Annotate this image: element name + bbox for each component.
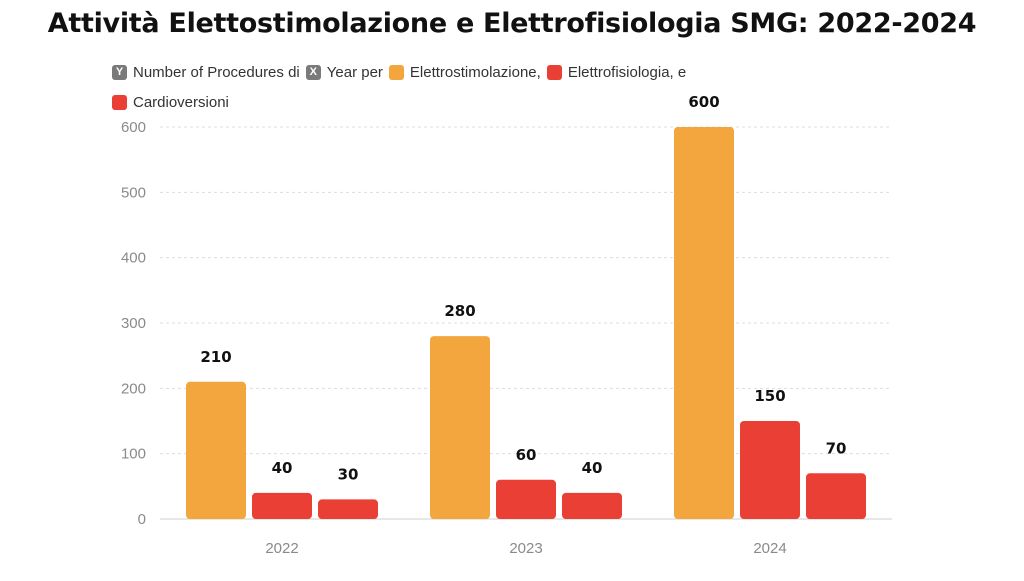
legend-label: Number of Procedures di [133, 63, 300, 81]
data-label: 210 [200, 348, 231, 366]
legend-row-2: Cardioversioni [112, 90, 872, 114]
y-tick-label: 600 [121, 119, 146, 136]
legend-label: Elettrofisiologia, e [567, 63, 687, 81]
legend-item-elettrostimolazione: Elettrostimolazione, [388, 63, 541, 81]
legend-row-1: Y Number of Procedures di X Year per Ele… [112, 60, 872, 84]
y-tick-label: 200 [121, 380, 146, 397]
x-tick-label: 2023 [509, 540, 542, 557]
legend-swatch-orange [388, 64, 404, 80]
y-tick-label: 100 [121, 446, 146, 463]
legend-item-y-axis: Y Number of Procedures di [112, 64, 300, 81]
legend-label: Elettrostimolazione, [409, 63, 541, 81]
y-tick-label: 500 [121, 184, 146, 201]
data-label: 40 [582, 459, 603, 477]
x-tick-label: 2024 [753, 540, 786, 557]
bar [562, 492, 622, 519]
legend-label: Cardioversioni [133, 93, 229, 111]
data-label: 70 [826, 439, 847, 457]
data-label: 30 [338, 465, 359, 483]
y-tick-label: 300 [121, 315, 146, 332]
legend-item-cardioversioni: Cardioversioni [112, 94, 229, 111]
y-tick-label: 400 [121, 250, 146, 267]
bar [430, 336, 490, 519]
data-label: 280 [444, 302, 475, 320]
bar [674, 127, 734, 519]
legend-item-elettrofisiologia: Elettrofisiologia, e [546, 63, 687, 81]
data-label: 40 [272, 459, 293, 477]
data-label: 150 [754, 387, 785, 405]
bar [806, 473, 866, 519]
legend-label: Year per [326, 63, 383, 81]
x-tick-label: 2022 [265, 540, 298, 557]
bar [496, 479, 556, 519]
y-tick-label: 0 [138, 511, 146, 528]
bar [740, 421, 800, 519]
chart-title: Attività Elettostimolazione e Elettrofis… [47, 8, 977, 39]
y-axis-badge-icon: Y [112, 64, 127, 80]
bar [318, 499, 378, 519]
legend-swatch-red [112, 94, 127, 110]
x-axis-badge-icon: X [305, 64, 321, 80]
data-label: 60 [516, 446, 537, 464]
bar [252, 492, 312, 519]
bar [186, 381, 246, 519]
legend-item-x-axis: X Year per [305, 63, 383, 81]
chart-legend: Y Number of Procedures di X Year per Ele… [112, 60, 872, 120]
legend-swatch-red [546, 64, 562, 80]
data-label: 600 [688, 93, 719, 111]
